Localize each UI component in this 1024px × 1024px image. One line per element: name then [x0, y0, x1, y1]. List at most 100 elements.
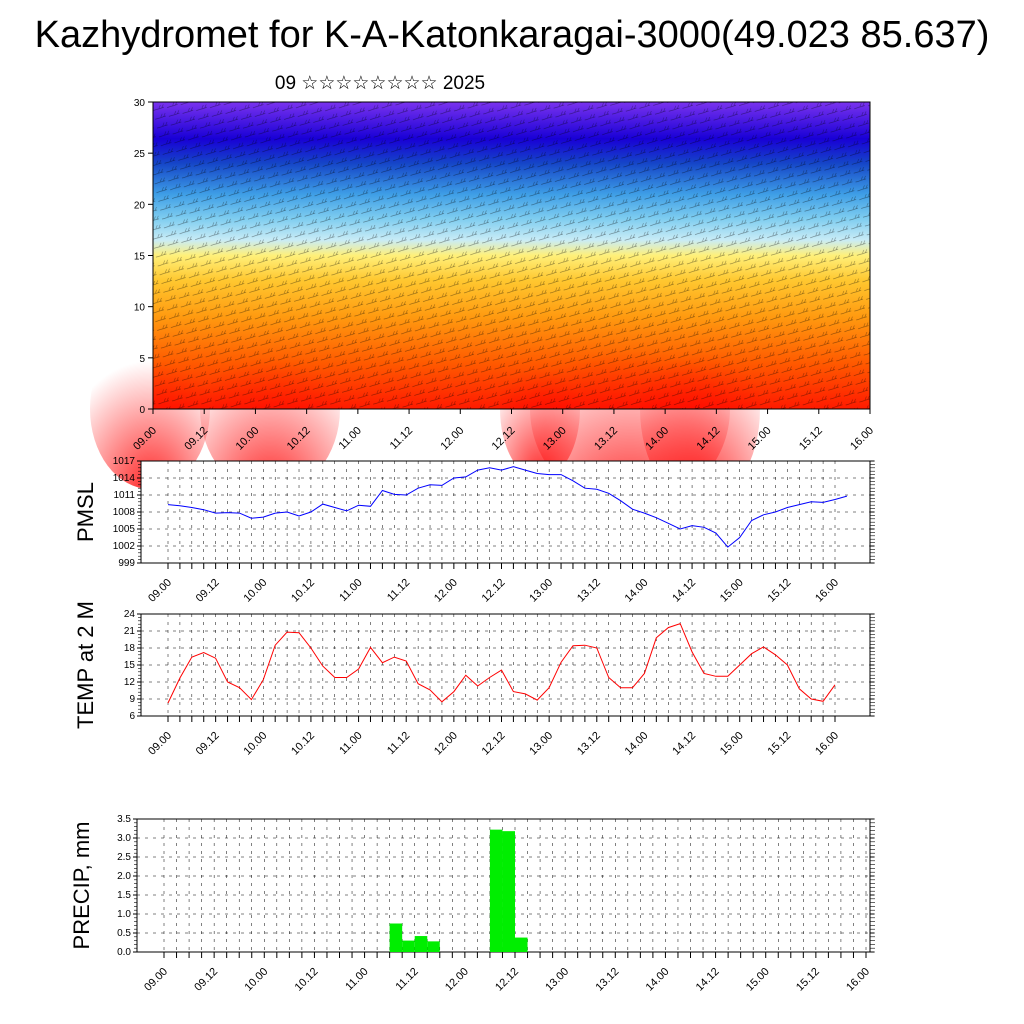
x-tick-label: 12.00 [432, 577, 460, 605]
x-tick-label: 15.12 [766, 577, 794, 605]
y-tick-label: 1005 [113, 524, 136, 535]
x-tick-label: 16.00 [813, 577, 841, 605]
x-tick-label: 13.00 [527, 730, 555, 758]
x-tick-label: 12.00 [438, 425, 466, 453]
x-tick-label: 16.00 [848, 425, 876, 453]
y-tick-label: 15 [124, 660, 136, 671]
x-tick-label: 16.00 [813, 730, 841, 758]
wind-barbs [153, 102, 870, 409]
x-tick-label: 11.00 [337, 730, 364, 757]
y-tick-label: 2.0 [117, 871, 131, 882]
x-tick-label: 09.00 [146, 730, 174, 758]
chart-subtitle: 09 ☆☆☆☆☆☆☆☆ 2025 [274, 73, 486, 94]
x-tick-label: 11.00 [337, 577, 364, 604]
panel-precip [133, 818, 875, 958]
x-tick-label: 14.00 [623, 577, 651, 605]
y-tick-label: 15 [134, 252, 146, 263]
plot-frame [140, 613, 871, 717]
x-tick-label: 13.12 [593, 966, 621, 994]
x-tick-label: 13.00 [543, 966, 571, 994]
y-tick-label: 3.5 [117, 814, 131, 825]
x-tick-label: 13.12 [575, 577, 603, 605]
x-tick-label: 14.12 [694, 966, 722, 994]
y-tick-label: 5 [139, 354, 145, 365]
y-tick-label: 0.5 [117, 928, 131, 939]
x-tick-label: 09.00 [146, 577, 174, 605]
y-tick-label: 1.5 [117, 890, 131, 901]
x-tick-label: 15.00 [718, 577, 746, 605]
x-tick-label: 12.12 [493, 966, 521, 994]
precip-bar [502, 831, 515, 952]
x-tick-label: 14.00 [644, 966, 672, 994]
y-tick-label: 999 [118, 558, 135, 569]
x-tick-label: 12.00 [443, 966, 471, 994]
precip-bar [515, 937, 528, 952]
panel-pmsl [137, 460, 875, 569]
x-tick-label: 09.12 [194, 730, 222, 758]
y-tick-label: 1.0 [117, 909, 131, 920]
x-tick-label: 15.00 [744, 966, 772, 994]
precip-bar [389, 923, 403, 952]
y-tick-label: 1011 [113, 490, 135, 501]
x-tick-label: 12.00 [432, 730, 460, 758]
y-tick-label: 25 [134, 149, 146, 160]
y-tick-label: 0.0 [117, 947, 131, 958]
precip-bar [427, 941, 440, 952]
y-tick-label: 12 [124, 677, 136, 688]
x-tick-label: 14.12 [670, 577, 698, 605]
y-tick-label: 18 [124, 643, 136, 654]
y-tick-label: 6 [129, 711, 135, 722]
x-tick-label: 13.12 [575, 730, 603, 758]
x-tick-label: 11.00 [343, 966, 370, 993]
x-tick-label: 12.12 [480, 730, 508, 758]
y-tick-label: 0 [139, 405, 145, 416]
x-tick-label: 09.00 [142, 966, 170, 994]
x-tick-label: 10.00 [241, 577, 269, 605]
precip-bar [414, 936, 428, 952]
plot-frame [140, 460, 871, 564]
x-tick-label: 10.00 [242, 966, 270, 994]
y-tick-label: 21 [124, 626, 136, 637]
x-tick-label: 11.00 [337, 425, 364, 452]
y-axis-title: PRECIP, mm [69, 822, 94, 950]
y-tick-label: 3.0 [117, 833, 131, 844]
series-line [167, 466, 848, 548]
x-tick-label: 11.12 [385, 577, 412, 604]
x-tick-label: 12.12 [480, 577, 508, 605]
x-tick-label: 11.12 [393, 966, 420, 993]
y-tick-label: 10 [134, 303, 146, 314]
x-tick-label: 10.12 [289, 577, 317, 605]
y-axis-title: TEMP at 2 M [73, 601, 98, 729]
precip-bar [489, 829, 503, 952]
x-tick-label: 11.12 [385, 730, 412, 757]
x-tick-label: 16.00 [844, 966, 872, 994]
y-tick-label: 2.5 [117, 852, 131, 863]
x-tick-label: 15.12 [766, 730, 794, 758]
y-tick-label: 24 [124, 609, 136, 620]
y-tick-label: 9 [129, 694, 135, 705]
y-tick-label: 1014 [113, 473, 136, 484]
y-tick-label: 1002 [113, 541, 136, 552]
y-tick-label: 20 [134, 200, 146, 211]
y-tick-label: 30 [134, 98, 146, 109]
x-tick-label: 15.12 [794, 966, 822, 994]
x-tick-label: 15.12 [797, 425, 825, 453]
y-tick-label: 1008 [113, 507, 136, 518]
x-tick-label: 14.00 [623, 730, 651, 758]
x-tick-label: 13.00 [527, 577, 555, 605]
x-tick-label: 09.12 [192, 966, 220, 994]
x-tick-label: 15.00 [718, 730, 746, 758]
precip-bar [402, 940, 415, 952]
x-tick-label: 09.12 [194, 577, 222, 605]
x-tick-label: 14.12 [670, 730, 698, 758]
x-tick-label: 10.00 [241, 730, 269, 758]
chart-title: Kazhydromet for K-A-Katonkaragai-3000(49… [34, 14, 990, 56]
panel-temp [137, 613, 875, 722]
x-tick-label: 11.12 [388, 425, 415, 452]
x-tick-label: 10.12 [293, 966, 321, 994]
cross-section-panel [90, 101, 871, 509]
x-tick-label: 10.12 [289, 730, 317, 758]
y-axis-title: PMSL [73, 482, 98, 542]
y-tick-label: 1017 [113, 456, 136, 467]
